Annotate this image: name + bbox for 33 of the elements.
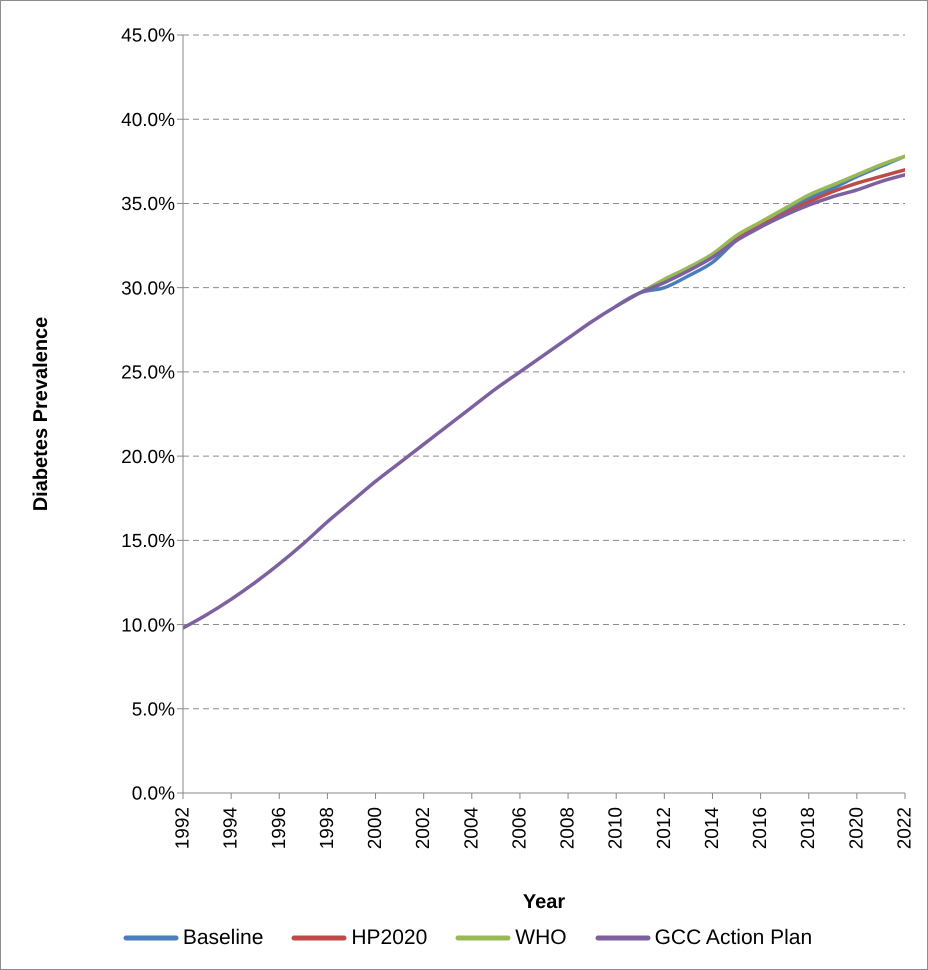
x-tick-label: 1992: [172, 807, 194, 850]
legend-label: WHO: [515, 926, 567, 950]
x-tick-label: 2018: [798, 807, 820, 850]
y-tick-label: 35.0%: [121, 194, 176, 216]
x-tick-label: 2012: [654, 807, 675, 850]
y-tick-label: 30.0%: [121, 278, 176, 300]
x-tick-label: 2006: [509, 807, 530, 850]
legend-label: GCC Action Plan: [654, 926, 812, 950]
legend-label: Baseline: [182, 926, 264, 950]
y-tick-label: 15.0%: [121, 531, 176, 552]
x-tick-label: 2000: [365, 807, 386, 850]
y-tick-label: 45.0%: [121, 26, 176, 47]
x-tick-label: 2020: [846, 807, 868, 850]
x-tick-label: 1994: [220, 806, 242, 850]
x-tick-label: 2014: [702, 806, 723, 850]
legend-label: HP2020: [351, 926, 428, 950]
x-tick-label: 2008: [558, 807, 579, 850]
y-tick-label: 40.0%: [121, 110, 176, 131]
y-tick-label: 10.0%: [121, 615, 176, 636]
x-axis-title: Year: [522, 891, 566, 913]
x-tick-label: 1996: [268, 807, 290, 850]
y-tick-label: 20.0%: [121, 446, 176, 468]
x-tick-label: 2002: [413, 807, 434, 850]
x-tick-label: 2010: [606, 807, 627, 850]
y-tick-label: 5.0%: [132, 700, 176, 721]
x-tick-label: 2016: [750, 807, 772, 850]
x-tick-label: 1998: [316, 807, 338, 850]
line-series: [183, 173, 905, 630]
y-axis-title: Diabetes Prevalence: [30, 316, 52, 512]
y-tick-label: 25.0%: [121, 362, 176, 384]
y-tick-label: 0.0%: [132, 784, 176, 805]
x-tick-label: 2022: [894, 807, 916, 850]
x-tick-label: 2004: [461, 806, 482, 850]
